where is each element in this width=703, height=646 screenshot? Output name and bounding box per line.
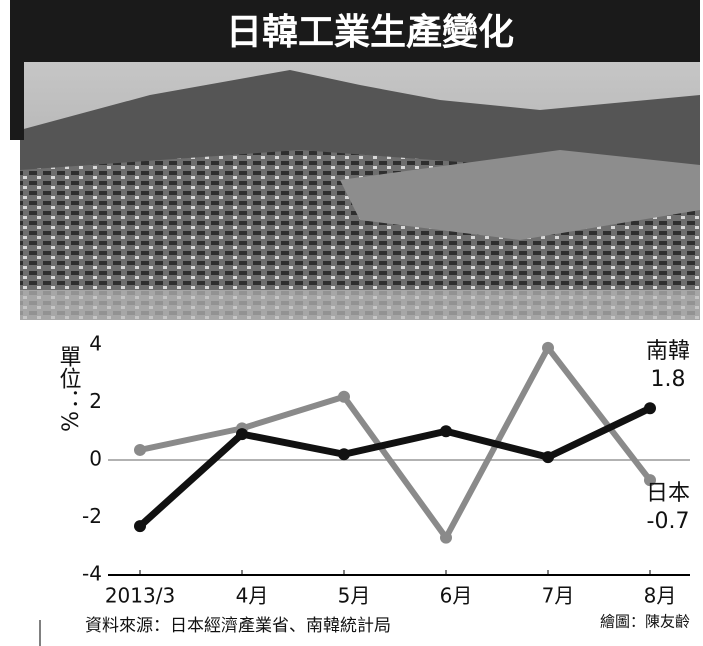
series-line xyxy=(137,405,652,529)
point xyxy=(440,531,452,544)
x-tick-label: 2013/3 xyxy=(105,584,175,608)
point xyxy=(542,451,554,464)
point xyxy=(134,520,146,533)
y-tick-label: -4 xyxy=(82,562,102,586)
point xyxy=(542,341,554,354)
y-tick-label: -2 xyxy=(82,504,102,528)
chart-title: 日韓工業生產變化 xyxy=(226,12,514,53)
x-tick-label: 4月 xyxy=(236,584,269,608)
point xyxy=(440,425,452,438)
series-line xyxy=(139,344,653,541)
y-axis-label: 單位：% xyxy=(56,345,82,432)
title-band-edge xyxy=(10,62,24,140)
y-tick-label: 0 xyxy=(89,447,102,471)
y-tick-label: 4 xyxy=(89,332,102,356)
series-name: 日本 xyxy=(646,481,690,506)
x-tick-label: 8月 xyxy=(644,584,677,608)
point xyxy=(134,443,146,456)
value-label: -0.7 xyxy=(647,509,690,534)
title-band xyxy=(10,0,700,62)
x-tick-label: 7月 xyxy=(542,584,575,608)
x-tick-label: 6月 xyxy=(440,584,473,608)
series-name: 南韓 xyxy=(646,339,690,364)
value-label: 1.8 xyxy=(651,367,686,392)
y-tick-label: 2 xyxy=(89,389,102,413)
point xyxy=(644,402,656,415)
point xyxy=(338,390,350,403)
source: 資料來源：日本經濟產業省、南韓統計局 xyxy=(85,616,391,636)
credit: 繪圖：陳友齡 xyxy=(600,613,690,631)
point xyxy=(644,474,656,487)
point xyxy=(236,428,248,441)
point xyxy=(338,448,350,461)
x-tick-label: 5月 xyxy=(338,584,371,608)
